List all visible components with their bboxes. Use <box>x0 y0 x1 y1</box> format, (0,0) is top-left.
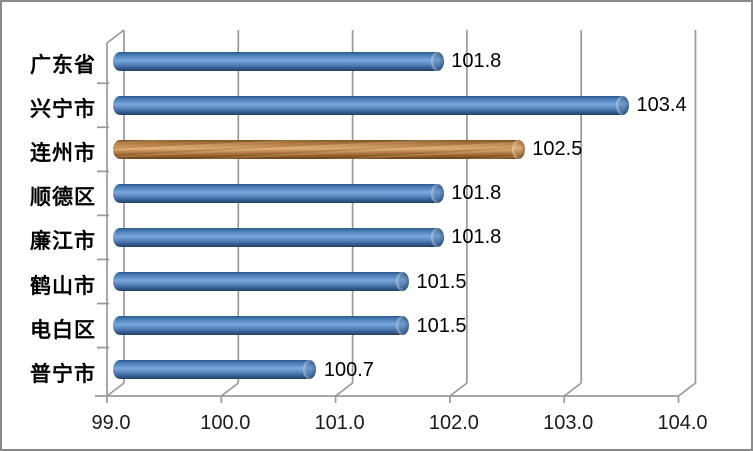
bar-end-cap <box>430 51 444 71</box>
data-label: 101.8 <box>451 182 502 205</box>
bar <box>113 95 623 115</box>
x-axis-tick-label: 101.0 <box>314 412 365 434</box>
x-axis-tick-label: 100.0 <box>200 412 251 434</box>
data-label: 101.5 <box>416 314 467 337</box>
bar <box>113 183 438 203</box>
category-label: 廉江市 <box>30 230 96 254</box>
category-label: 兴宁市 <box>30 98 96 122</box>
bar-end-cap <box>430 227 444 247</box>
bar <box>113 51 438 71</box>
wall-corner-bend <box>106 29 125 44</box>
x-axis-tick-label: 104.0 <box>657 412 708 434</box>
x-axis-tick-label: 103.0 <box>543 412 594 434</box>
data-label: 101.5 <box>416 270 467 293</box>
x-axis-tick-label: 102.0 <box>428 412 479 434</box>
data-label: 101.8 <box>451 226 502 249</box>
gridline-floor-bend <box>449 382 468 397</box>
gridline-floor-bend <box>677 382 697 397</box>
bar <box>113 360 310 380</box>
gridline-floor-bend <box>563 382 582 397</box>
bar-end-cap <box>396 316 409 336</box>
category-label: 顺德区 <box>30 186 96 210</box>
bar-end-cap <box>430 183 444 203</box>
bar <box>113 272 403 291</box>
category-label: 广东省 <box>30 54 96 78</box>
category-label: 鹤山市 <box>30 274 96 298</box>
bar-end-cap <box>511 139 525 159</box>
category-label: 普宁市 <box>30 362 96 386</box>
bar-end-cap <box>303 360 317 380</box>
bar <box>113 316 403 336</box>
data-label: 102.5 <box>532 138 583 161</box>
bar-highlighted <box>113 139 519 159</box>
category-label: 电白区 <box>30 318 96 342</box>
x-axis-tick-label: 99.0 <box>91 412 131 434</box>
bar-end-cap <box>616 95 630 115</box>
bar-end-cap <box>396 272 409 291</box>
data-label: 103.4 <box>636 94 687 117</box>
data-label: 100.7 <box>323 358 374 381</box>
gridline-floor-bend <box>106 382 125 397</box>
category-label: 连州市 <box>30 142 96 166</box>
gridline-floor-bend <box>220 382 239 397</box>
bar <box>113 227 438 247</box>
gridline-floor-bend <box>335 382 354 397</box>
data-label: 101.8 <box>451 50 502 73</box>
